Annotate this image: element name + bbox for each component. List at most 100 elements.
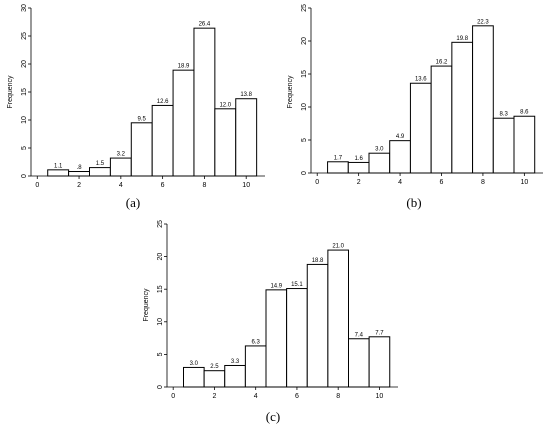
y-tick-label: 15 — [301, 70, 308, 78]
x-tick-label: 2 — [357, 179, 361, 186]
bar-value-label: 12.0 — [219, 102, 231, 108]
histogram-bar — [193, 27, 216, 177]
y-tick-label: 25 — [301, 4, 308, 12]
y-tick-label: 20 — [301, 37, 308, 45]
bar-value-label: 13.6 — [415, 77, 427, 83]
x-tick-label: 6 — [295, 393, 299, 400]
x-tick-label: 8 — [481, 179, 485, 186]
histogram-bar — [368, 336, 391, 388]
y-tick-label: 25 — [157, 220, 164, 228]
histogram-bar — [130, 122, 153, 177]
histogram-bar — [109, 157, 132, 177]
bar-value-label: 13.8 — [240, 92, 252, 98]
bar-value-label: 1.6 — [354, 156, 363, 162]
y-tick-label: 20 — [157, 253, 164, 261]
panel-c: 0 5 10 15 20 25 0 2 4 6 8 10 3.0 2.5 3.3 6.3 14.9 15.1 18.… — [143, 220, 398, 424]
y-tick-label: 15 — [157, 285, 164, 293]
bar-value-label: 18.8 — [312, 258, 324, 264]
bar-value-label: 22.3 — [477, 19, 489, 25]
y-tick-label: 10 — [157, 318, 164, 326]
histogram-bar — [306, 263, 329, 388]
histogram-bar — [68, 171, 90, 177]
x-tick-label: 0 — [171, 393, 175, 400]
x-tick-label: 10 — [520, 179, 528, 186]
x-tick-label: 4 — [119, 182, 123, 189]
y-tick-label: 15 — [21, 88, 28, 96]
x-tick-label: 2 — [212, 393, 216, 400]
y-axis-label: Frequency — [143, 288, 150, 322]
x-tick-label: 4 — [398, 179, 402, 186]
histogram-bar — [348, 338, 370, 388]
histogram-bar — [347, 161, 370, 174]
y-tick-label: 10 — [301, 103, 308, 111]
bar-value-label: 7.7 — [375, 330, 384, 336]
bar-value-label: 21.0 — [332, 244, 344, 250]
y-axis-label: Frequency — [7, 75, 14, 109]
histogram-bar — [513, 115, 536, 174]
histogram-bar — [409, 82, 432, 174]
histogram-bar — [368, 152, 391, 174]
bar-value-label: 12.6 — [157, 99, 169, 105]
histogram-bar — [265, 289, 288, 388]
x-tick-label: 4 — [254, 393, 258, 400]
panel-a: 0 5 10 15 20 25 30 0 2 4 6 8 10 1.1 .8 1.5 3.2 9.5 12.6 18.… — [7, 4, 265, 210]
bar-value-label: 15.1 — [291, 282, 303, 288]
y-tick-label: 25 — [21, 32, 28, 40]
bar-value-label: 3.3 — [231, 359, 240, 365]
y-tick-label: 5 — [157, 352, 164, 356]
histogram-bar — [235, 98, 258, 177]
bar-value-label: 2.5 — [210, 364, 219, 370]
y-axis-label: Frequency — [287, 75, 294, 109]
histogram-bar — [214, 108, 237, 177]
histogram-bar — [89, 167, 111, 177]
bar-value-label: 16.2 — [436, 60, 448, 66]
panel-label: (a) — [126, 195, 140, 210]
panel-label: (c) — [266, 409, 280, 424]
histogram-bar — [327, 249, 349, 388]
bar-value-label: 19.8 — [456, 36, 468, 42]
x-tick-label: 6 — [440, 179, 444, 186]
bar-value-label: 1.1 — [54, 163, 63, 169]
bar-value-label: 1.5 — [96, 161, 105, 167]
y-tick-label: 0 — [301, 171, 308, 175]
histogram-bar — [430, 65, 453, 174]
bar-value-label: 9.5 — [138, 116, 147, 122]
histogram-bar — [472, 25, 494, 174]
histogram-bar — [224, 364, 246, 388]
histogram-bar — [389, 140, 411, 174]
bar-value-label: .8 — [77, 165, 83, 171]
bar-value-label: 14.9 — [270, 283, 282, 289]
bar-value-label: 3.0 — [375, 147, 384, 153]
bar-value-label: 1.7 — [334, 155, 343, 161]
x-tick-label: 2 — [77, 182, 81, 189]
x-tick-label: 10 — [242, 182, 250, 189]
histogram-bar — [286, 288, 308, 388]
histogram-bar — [203, 370, 226, 388]
bar-value-label: 18.9 — [178, 64, 190, 70]
x-tick-label: 8 — [336, 393, 340, 400]
histogram-bar — [183, 366, 205, 388]
bar-value-label: 3.0 — [190, 361, 199, 367]
histogram-bar — [492, 117, 515, 174]
y-tick-label: 30 — [21, 4, 28, 12]
y-tick-label: 5 — [21, 146, 28, 150]
y-tick-label: 5 — [301, 138, 308, 142]
histogram-bar — [172, 69, 195, 177]
bar-value-label: 4.9 — [396, 134, 405, 140]
histogram-bar — [451, 41, 474, 174]
y-tick-label: 0 — [157, 385, 164, 389]
histogram-bar — [47, 169, 70, 177]
bar-value-label: 26.4 — [199, 22, 211, 28]
y-tick-label: 20 — [21, 60, 28, 68]
bar-value-label: 7.4 — [355, 332, 364, 338]
histogram-bar — [327, 161, 349, 174]
panel-b: 0 5 10 15 20 25 0 2 4 6 8 10 1.7 1.6 3.0 4.9 13.6 16.2 19.… — [287, 4, 543, 210]
y-tick-label: 10 — [21, 116, 28, 124]
histogram-bar — [151, 104, 174, 177]
x-tick-label: 10 — [376, 393, 384, 400]
x-tick-label: 0 — [315, 179, 319, 186]
y-tick-label: 0 — [21, 174, 28, 178]
bar-value-label: 6.3 — [252, 339, 261, 345]
bar-value-label: 8.6 — [520, 110, 529, 116]
